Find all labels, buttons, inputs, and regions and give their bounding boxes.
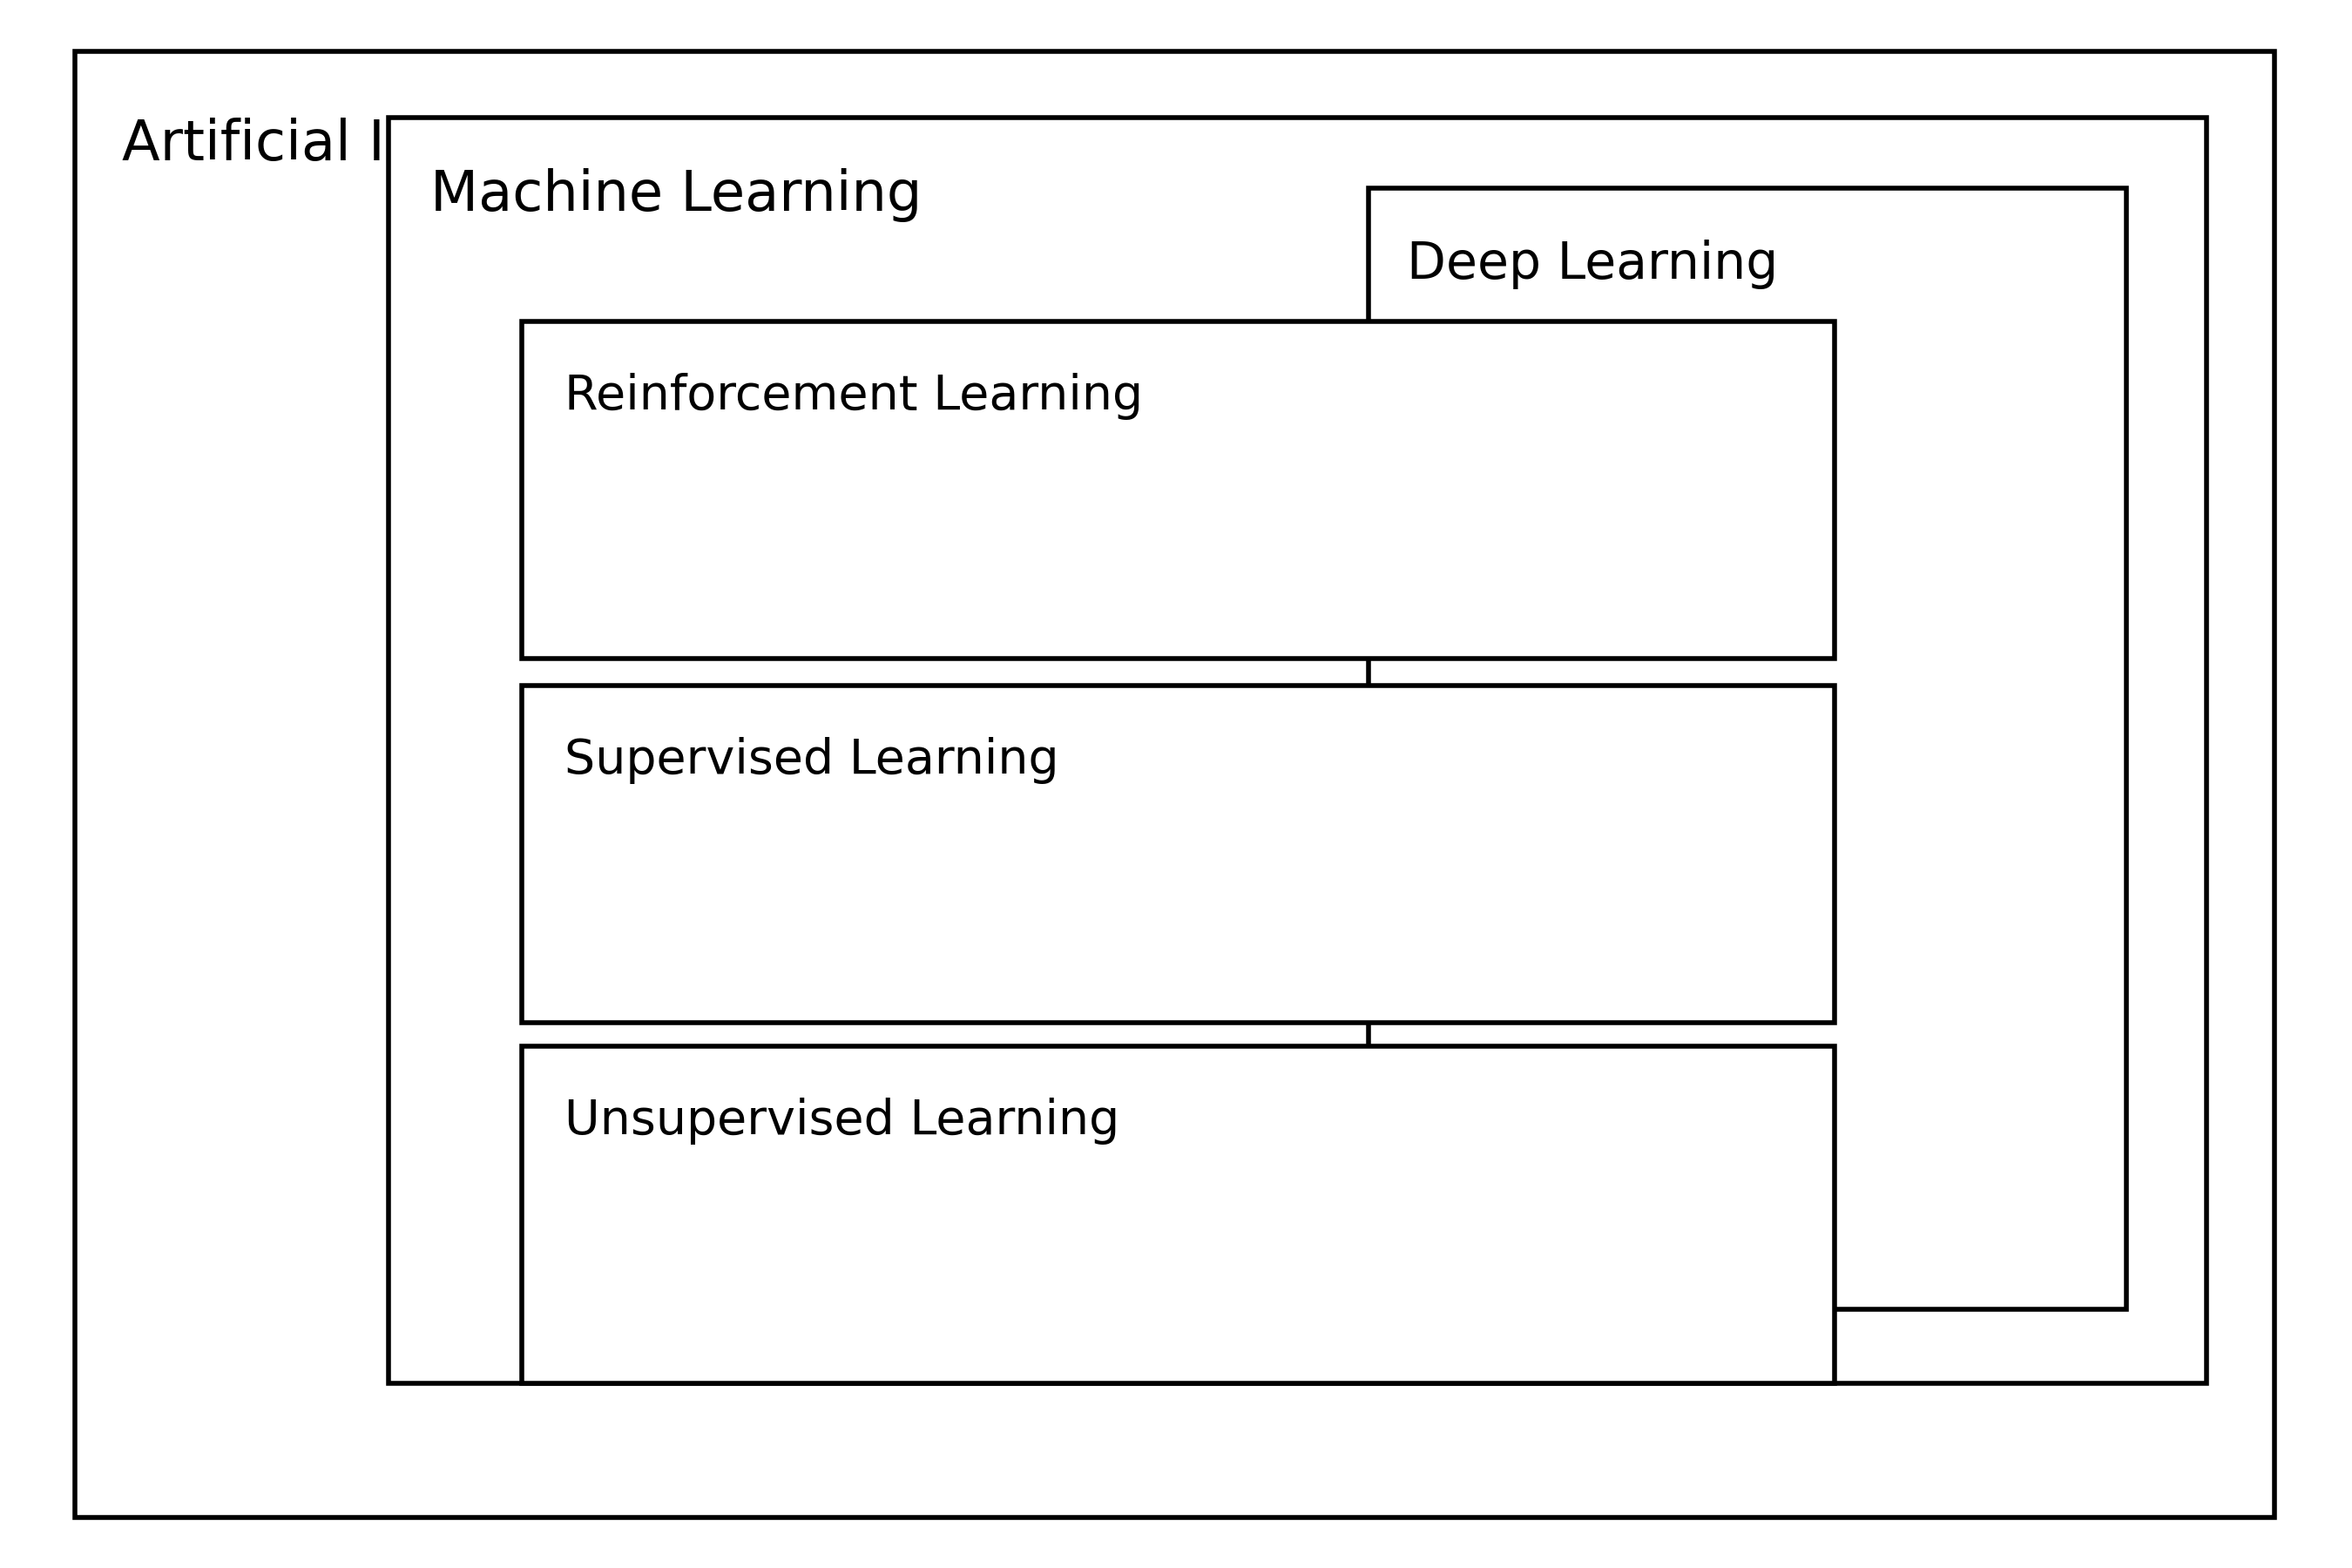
FancyBboxPatch shape <box>388 118 2206 1383</box>
Text: Supervised Learning: Supervised Learning <box>564 737 1058 784</box>
Text: Machine Learning: Machine Learning <box>430 168 922 221</box>
FancyBboxPatch shape <box>75 52 2274 1518</box>
Text: Artificial Intelligence: Artificial Intelligence <box>122 118 691 171</box>
Text: Reinforcement Learning: Reinforcement Learning <box>564 373 1143 420</box>
FancyBboxPatch shape <box>522 1046 1835 1383</box>
FancyBboxPatch shape <box>1369 188 2126 1309</box>
FancyBboxPatch shape <box>522 685 1835 1022</box>
Text: Unsupervised Learning: Unsupervised Learning <box>564 1098 1120 1145</box>
FancyBboxPatch shape <box>522 321 1835 659</box>
Text: Deep Learning: Deep Learning <box>1406 240 1778 290</box>
